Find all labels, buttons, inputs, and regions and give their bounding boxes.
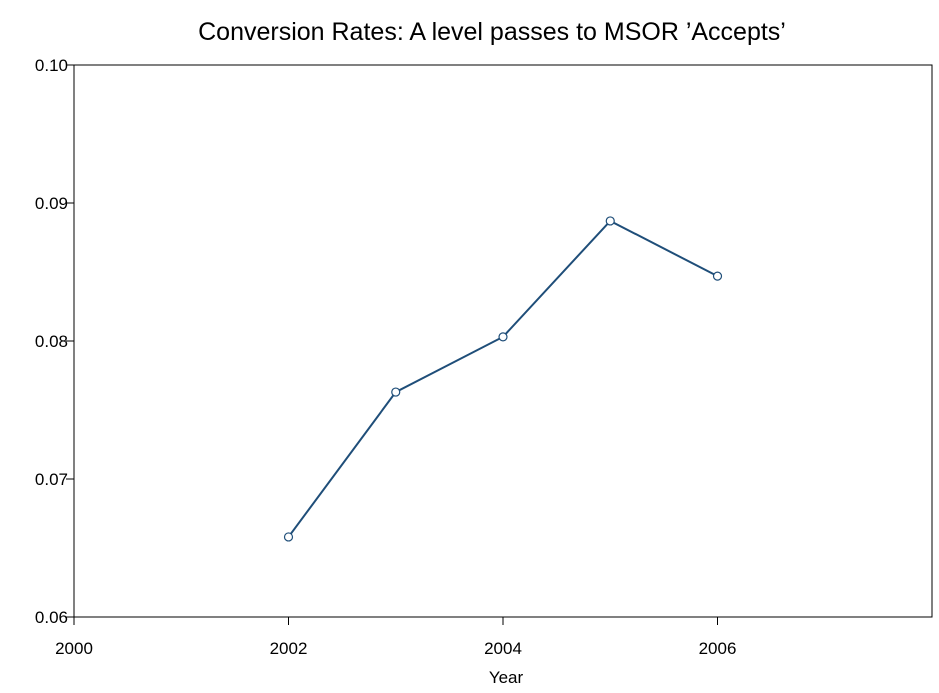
- series-layer: [283, 216, 723, 542]
- y-tick-label: 0.06: [35, 608, 68, 627]
- x-axis: 2000 2002 2004 2006: [55, 617, 736, 658]
- data-point: [498, 332, 508, 342]
- data-point: [391, 387, 401, 397]
- chart-title: Conversion Rates: A level passes to MSOR…: [198, 18, 786, 46]
- y-tick-label: 0.10: [35, 56, 68, 75]
- x-tick-label: 2006: [699, 639, 737, 658]
- data-point: [605, 216, 615, 226]
- series-line: [287, 219, 718, 538]
- y-tick-label: 0.08: [35, 332, 68, 351]
- y-tick-label: 0.07: [35, 470, 68, 489]
- x-tick-label: 2000: [55, 639, 93, 658]
- x-axis-label: Year: [489, 668, 524, 687]
- data-point: [712, 271, 723, 281]
- data-point: [283, 532, 294, 542]
- x-tick-label: 2002: [270, 639, 308, 658]
- y-tick-label: 0.09: [35, 194, 68, 213]
- x-tick-label: 2004: [484, 639, 522, 658]
- y-axis: 0.06 0.07 0.08 0.09 0.10: [35, 56, 74, 627]
